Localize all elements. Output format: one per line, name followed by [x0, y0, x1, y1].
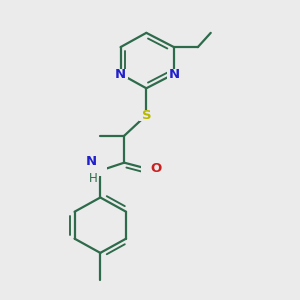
- FancyBboxPatch shape: [139, 110, 153, 121]
- FancyBboxPatch shape: [114, 69, 128, 80]
- Text: N: N: [86, 155, 98, 168]
- Text: N: N: [115, 68, 126, 80]
- FancyBboxPatch shape: [93, 165, 107, 176]
- FancyBboxPatch shape: [80, 164, 99, 178]
- Text: S: S: [142, 109, 151, 122]
- FancyBboxPatch shape: [167, 69, 181, 80]
- FancyBboxPatch shape: [141, 164, 155, 174]
- Text: N: N: [168, 68, 179, 80]
- Text: O: O: [150, 163, 162, 176]
- Text: H: H: [88, 172, 98, 185]
